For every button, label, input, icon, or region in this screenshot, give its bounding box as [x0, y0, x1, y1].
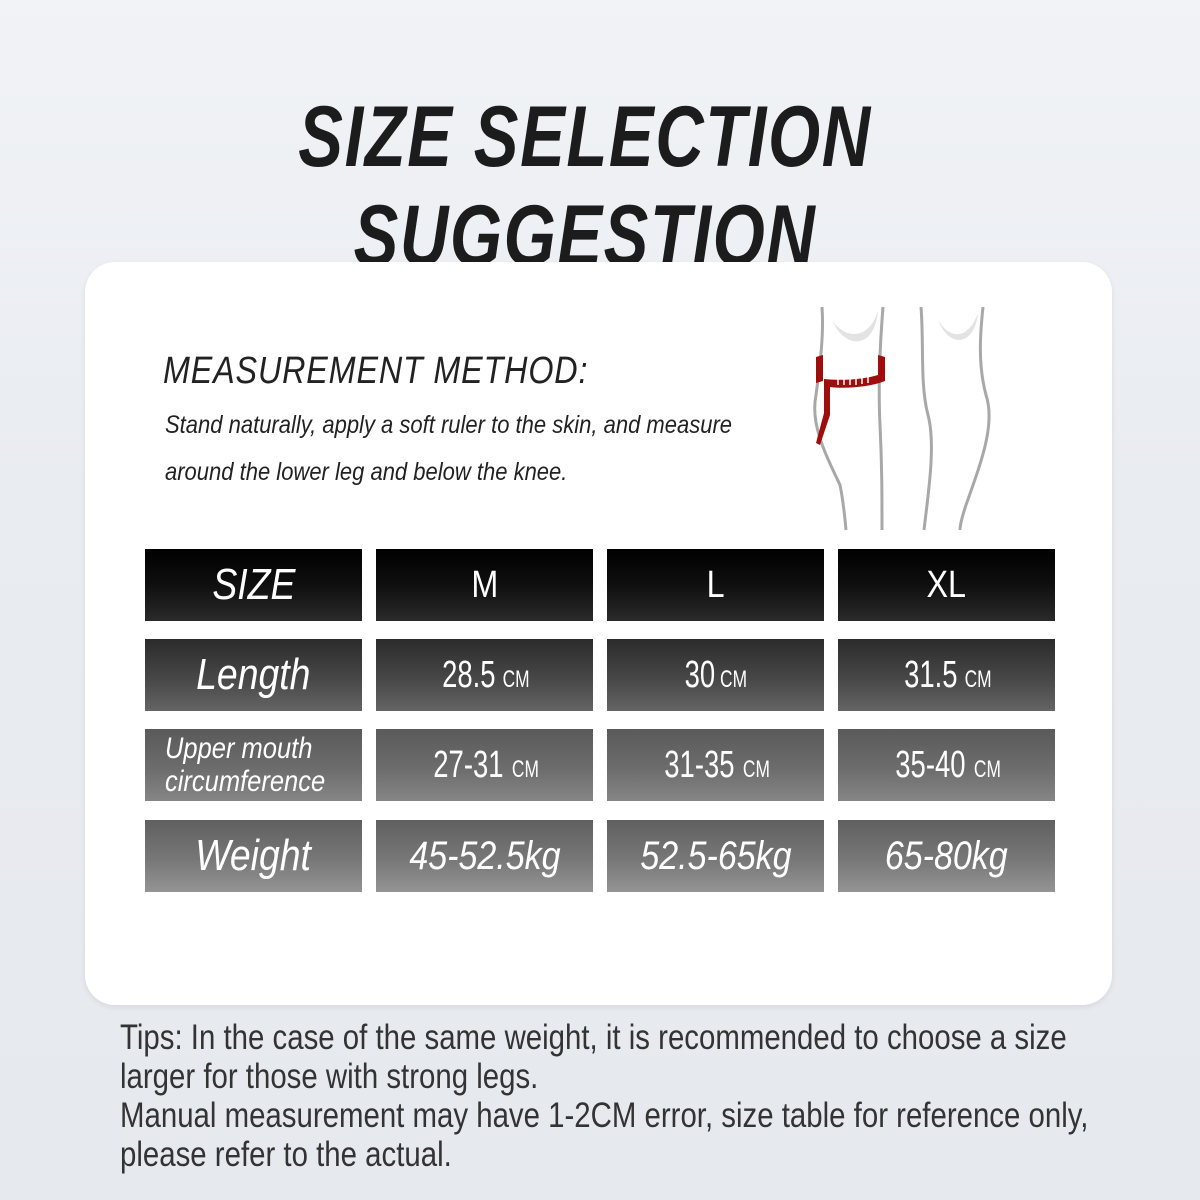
cell-value: 31-35: [664, 743, 735, 786]
row-label: Weight: [195, 831, 312, 880]
measurement-method-title: MEASUREMENT METHOD:: [163, 350, 589, 392]
table-cell: 31-35 CM: [607, 729, 824, 801]
row-label: Upper mouth circumference: [165, 732, 326, 798]
row-label-length: Length: [145, 639, 362, 711]
cell-value: 30: [684, 653, 715, 696]
cell-unit: CM: [719, 665, 747, 693]
tip-text: Tips: In the case of the same weight, it…: [120, 1018, 1067, 1096]
size-label: XL: [926, 563, 967, 606]
table-cell: 31.5 CM: [838, 639, 1055, 711]
table-cell: 52.5-65kg: [607, 820, 824, 892]
table-header-xl: XL: [838, 549, 1055, 621]
cell-unit: CM: [743, 755, 771, 783]
table-cell: 45-52.5kg: [376, 820, 593, 892]
table-cell: 35-40 CM: [838, 729, 1055, 801]
cell-value: 65-80kg: [885, 833, 1008, 878]
cell-unit: CM: [964, 665, 992, 693]
legs-with-measuring-tape-icon: [813, 306, 991, 531]
cell-unit: CM: [512, 755, 540, 783]
table-header-size: SIZE: [145, 549, 362, 621]
page-title: SIZE SELECTION SUGGESTION: [298, 89, 872, 284]
row-label: Length: [196, 650, 311, 699]
measurement-method-text: Stand naturally, apply a soft ruler to t…: [165, 411, 733, 486]
size-label: L: [706, 563, 725, 606]
table-cell: 27-31 CM: [376, 729, 593, 801]
table-cell: 65-80kg: [838, 820, 1055, 892]
table-cell: 28.5 CM: [376, 639, 593, 711]
table-header-l: L: [607, 549, 824, 621]
cell-value: 45-52.5kg: [408, 833, 561, 878]
cell-unit: CM: [974, 755, 1002, 783]
cell-value: 52.5-65kg: [639, 833, 792, 878]
row-label-circumference: Upper mouth circumference: [145, 729, 362, 801]
tip-text: Manual measurement may have 1-2CM error,…: [120, 1096, 1089, 1174]
table-cell: 30 CM: [607, 639, 824, 711]
cell-value: 27-31: [433, 743, 504, 786]
cell-unit: CM: [502, 665, 530, 693]
tips: Tips: In the case of the same weight, it…: [120, 1018, 1094, 1174]
cell-value: 35-40: [895, 743, 966, 786]
cell-value: 31.5: [903, 653, 958, 696]
cell-value: 28.5: [441, 653, 496, 696]
header-label: SIZE: [211, 560, 296, 609]
row-label-weight: Weight: [145, 820, 362, 892]
table-header-m: M: [376, 549, 593, 621]
size-label: M: [471, 563, 498, 606]
